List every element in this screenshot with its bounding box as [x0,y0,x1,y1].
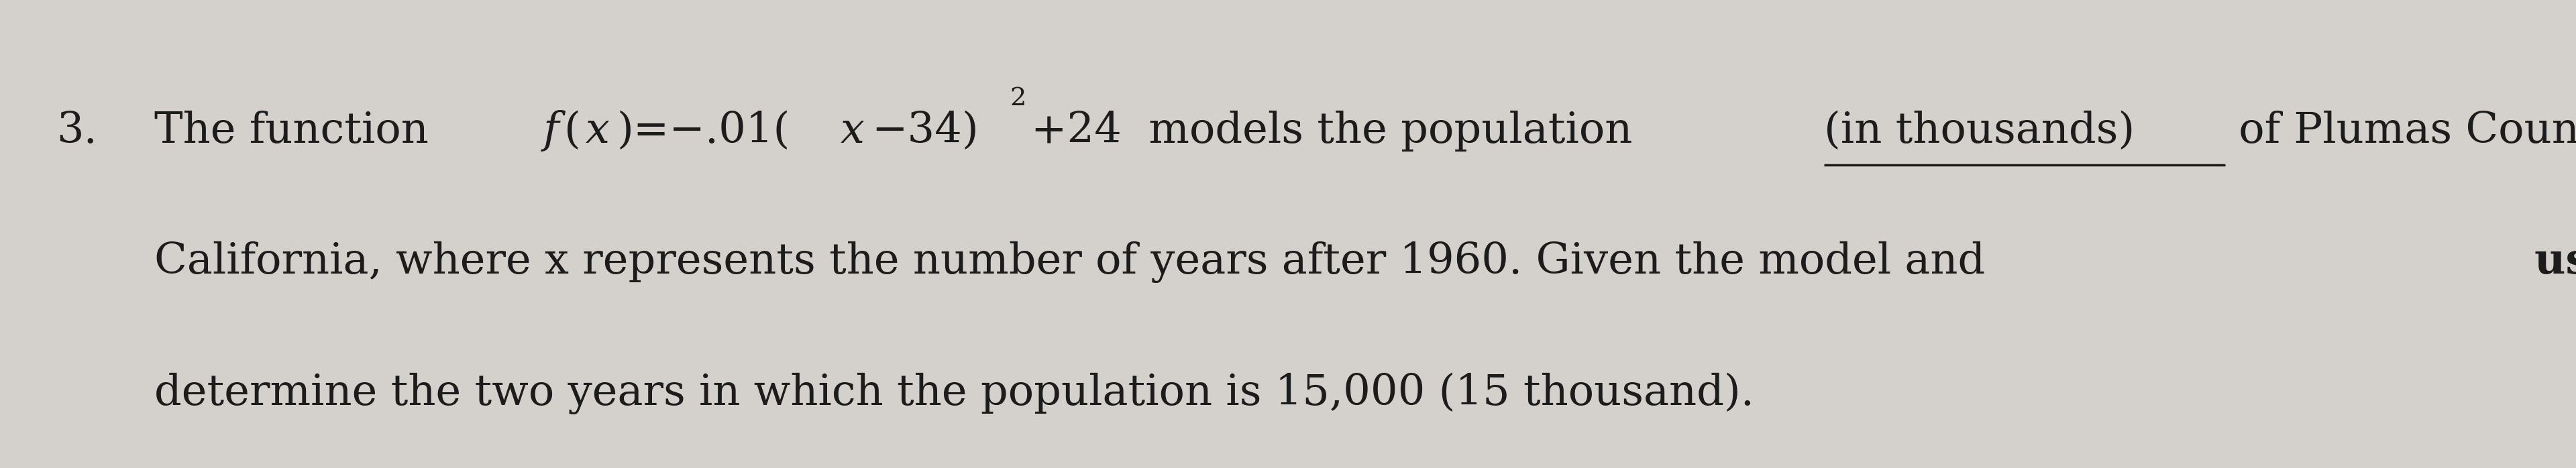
Text: The function: The function [155,110,456,152]
Text: 2: 2 [1010,87,1025,110]
Text: (in thousands): (in thousands) [1824,110,2136,152]
Text: of Plumas County,: of Plumas County, [2226,110,2576,152]
Text: −34): −34) [871,110,979,152]
Text: f: f [544,110,559,152]
Text: (: ( [564,110,580,152]
Text: determine the two years in which the population is 15,000 (15 thousand).: determine the two years in which the pop… [155,373,1754,414]
Text: 3.: 3. [57,110,98,152]
Text: California, where x represents the number of years after 1960. Given the model a: California, where x represents the numbe… [155,241,1999,283]
Text: +24  models the population: +24 models the population [1030,110,1646,152]
Text: using algebra,: using algebra, [2535,241,2576,283]
Text: x: x [840,110,866,152]
Text: )=−.01(: )=−.01( [616,110,791,152]
Text: x: x [585,110,611,152]
